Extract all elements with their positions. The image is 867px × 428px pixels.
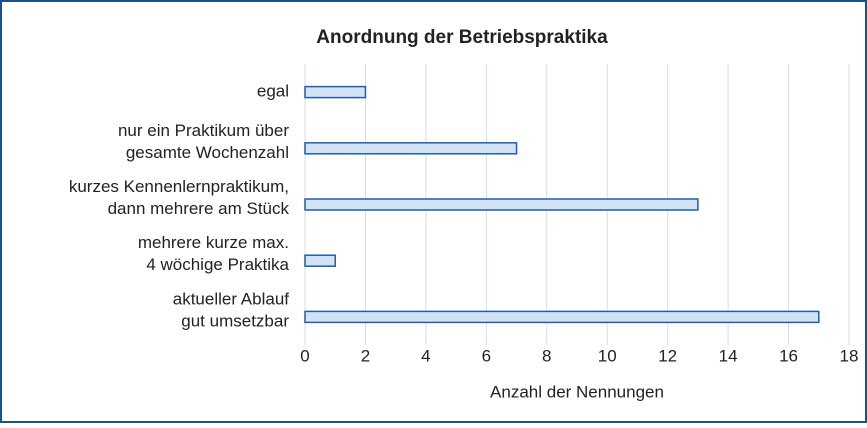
y-tick-label: aktueller Ablauf xyxy=(173,289,290,308)
y-tick-label: gut umsetzbar xyxy=(181,311,289,330)
x-tick-label: 2 xyxy=(361,346,370,365)
y-tick-label: kurzes Kennenlernpraktikum, xyxy=(69,177,289,196)
x-tick-label: 10 xyxy=(598,346,617,365)
y-tick-label: 4 wöchige Praktika xyxy=(146,255,289,274)
bar xyxy=(304,85,367,99)
x-tick-label: 0 xyxy=(300,346,309,365)
y-tick-label: nur ein Praktikum über xyxy=(118,121,289,140)
x-tick-label: 4 xyxy=(421,346,430,365)
y-tick-label: mehrere kurze max. xyxy=(138,233,289,252)
bar xyxy=(304,254,336,267)
x-tick-label: 8 xyxy=(542,346,551,365)
bar xyxy=(304,310,820,324)
x-tick-label: 6 xyxy=(482,346,491,365)
y-tick-label: gesamte Wochenzahl xyxy=(126,143,289,162)
bar xyxy=(304,142,518,155)
bar xyxy=(304,198,699,211)
x-tick-label: 18 xyxy=(840,346,859,365)
y-tick-label: egal xyxy=(257,82,289,101)
x-tick-label: 16 xyxy=(779,346,798,365)
x-tick-label: 12 xyxy=(658,346,677,365)
chart-title: Anordnung der Betriebspraktika xyxy=(316,27,608,48)
x-axis-label: Anzahl der Nennungen xyxy=(490,382,664,401)
y-tick-label: dann mehrere am Stück xyxy=(108,199,290,218)
x-tick-label: 14 xyxy=(719,346,738,365)
